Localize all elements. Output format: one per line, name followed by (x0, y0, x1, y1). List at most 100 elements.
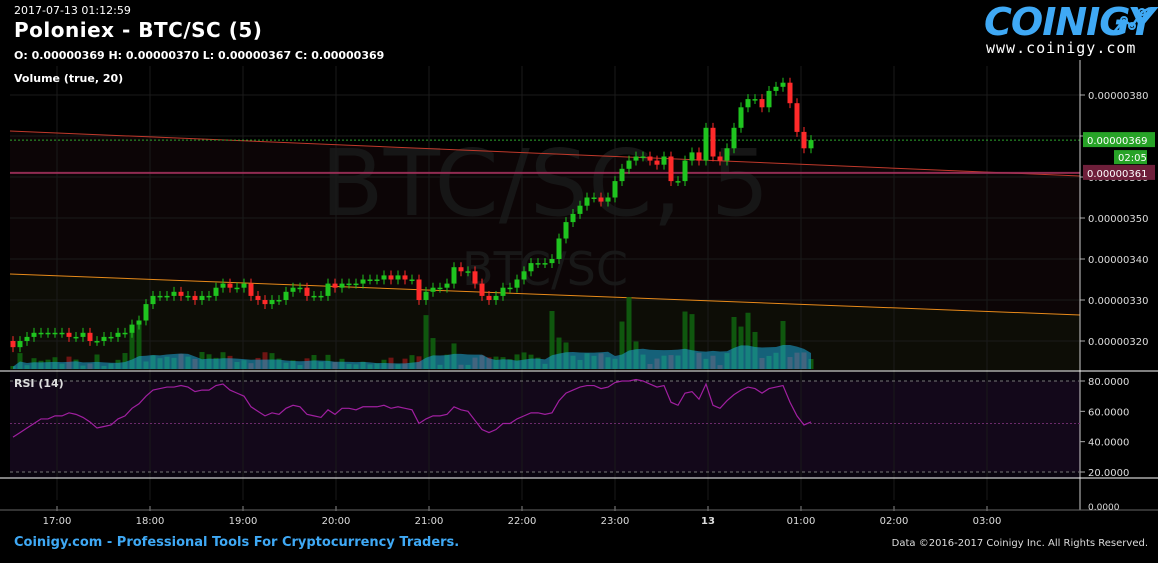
chart-watermark: BTC/SC, 5 BTC/SC (321, 130, 770, 296)
x-tick-label: 20:00 (322, 516, 351, 527)
candle-body (325, 283, 331, 296)
candle-body (73, 336, 79, 339)
watermark-small: BTC/SC (462, 242, 628, 296)
candle-body (654, 160, 660, 165)
candle-body (766, 90, 772, 108)
y-tick-label: 0.00000380 (1088, 91, 1148, 102)
candle-body (220, 283, 226, 288)
rsi-y-tick-label-zero: 0.0000 (1088, 503, 1120, 513)
candle-body (640, 156, 646, 158)
chart-title: Poloniex - BTC/SC (5) (14, 18, 263, 42)
x-tick-label: 19:00 (229, 516, 258, 527)
candle-body (360, 279, 366, 284)
candle-body (248, 283, 254, 296)
trend-shade-lower (10, 274, 1080, 370)
candle-body (234, 287, 240, 290)
candle-body (409, 279, 415, 281)
candle-body (542, 263, 548, 265)
volume-bar (682, 311, 688, 369)
candle-body (647, 156, 653, 161)
candle-body (115, 332, 121, 337)
candle-body (507, 287, 513, 290)
candle-body (59, 332, 65, 335)
chart-timestamp: 2017-07-13 01:12:59 (14, 4, 131, 17)
candle-body (31, 332, 37, 337)
candle-body (66, 332, 72, 337)
candle-body (283, 291, 289, 300)
candle-body (521, 271, 527, 280)
coinigy-logo[interactable]: COINIGY www.coinigy.com (984, 0, 1155, 60)
x-tick-label: 17:00 (43, 516, 72, 527)
candle-body (339, 283, 345, 288)
candle-body (143, 304, 149, 321)
candle-body (52, 332, 58, 335)
chart-background (10, 66, 1080, 478)
logo-url: www.coinigy.com (986, 39, 1137, 57)
candle-body (402, 275, 408, 280)
candle-body (24, 336, 30, 341)
x-tick-label: 13 (701, 516, 715, 527)
volume-bar (129, 328, 135, 369)
y-tick-label: 0.00000320 (1088, 337, 1148, 348)
candle-body (500, 287, 506, 296)
candle-body (570, 213, 576, 223)
candle-body (437, 287, 443, 290)
candle-body (619, 168, 625, 182)
y-tick-label: 0.00000340 (1088, 255, 1148, 266)
x-tick-label: 22:00 (508, 516, 537, 527)
rsi-y-tick-label: 80.0000 (1088, 377, 1129, 388)
volume-bar (689, 314, 695, 369)
ohlc-readout: O: 0.00000369 H: 0.00000370 L: 0.0000036… (14, 49, 385, 62)
volume-bar (731, 317, 737, 369)
candle-body (297, 287, 303, 290)
candle-body (598, 197, 604, 202)
candle-body (199, 295, 205, 300)
candle-body (423, 291, 429, 300)
volume-bar (94, 354, 100, 369)
candle-body (451, 267, 457, 284)
candle-body (633, 156, 639, 161)
candle-body (388, 275, 394, 280)
candle-body (808, 140, 814, 149)
volume-bars (10, 297, 814, 369)
candle-body (129, 324, 135, 333)
candle-body (122, 332, 128, 335)
candle-body (745, 99, 751, 108)
candle-body (703, 127, 709, 161)
rsi-y-tick-label: 40.0000 (1088, 438, 1129, 449)
candle-body (472, 271, 478, 284)
volume-bar (136, 321, 142, 369)
rsi-y-tick-label: 60.0000 (1088, 407, 1129, 418)
candle-body (311, 295, 317, 298)
candle-body (696, 152, 702, 161)
candle-body (661, 156, 667, 165)
candle-body (276, 300, 282, 302)
countdown-label: 02:05 (1118, 153, 1147, 164)
volume-label: Volume (true, 20) (14, 72, 124, 85)
rsi-pane: 20.0000 40.0000 60.0000 80.0000 0.0000 (10, 377, 1129, 513)
footer-tagline[interactable]: Coinigy.com - Professional Tools For Cry… (14, 535, 460, 550)
candle-body (157, 295, 163, 298)
rsi-y-tick-label: 20.0000 (1088, 468, 1129, 479)
candle-body (773, 86, 779, 91)
candle-body (269, 300, 275, 305)
rsi-label: RSI (14) (14, 377, 64, 390)
line-price-label: 0.00000361 (1087, 169, 1147, 180)
candle-body (38, 332, 44, 335)
candle-body (605, 197, 611, 202)
candle-body (395, 275, 401, 280)
candle-body (227, 283, 233, 288)
candle-body (290, 287, 296, 292)
trend-line-upper (9, 130, 1081, 177)
countdown-bg (1114, 150, 1147, 165)
candle-body (759, 99, 765, 108)
candle-body (178, 291, 184, 296)
candle-body (465, 271, 471, 273)
candle-body (108, 336, 114, 339)
trend-lines (9, 130, 1081, 316)
candle-body (346, 283, 352, 286)
last-price-label: 0.00000369 (1087, 136, 1147, 147)
y-tick-label: 0.00000330 (1088, 296, 1148, 307)
